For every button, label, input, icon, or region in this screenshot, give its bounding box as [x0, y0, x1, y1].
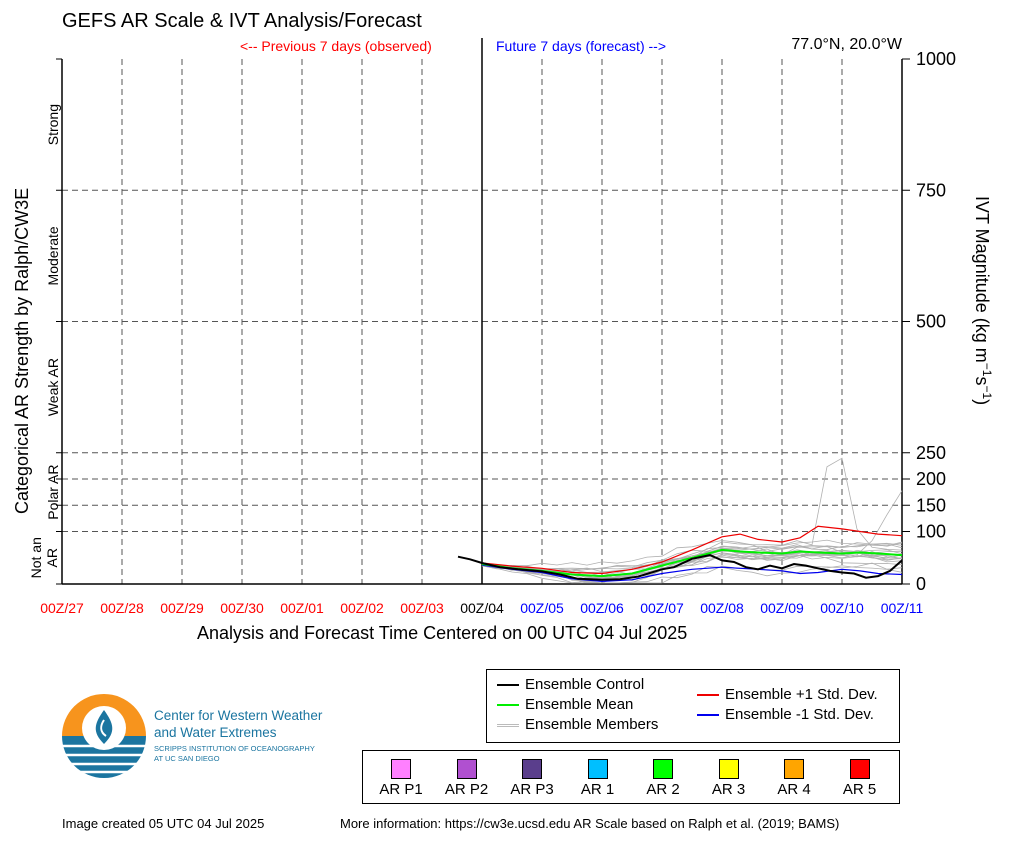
legend-plus: Ensemble +1 Std. Dev. — [697, 686, 878, 703]
legend-mean: Ensemble Mean — [497, 696, 633, 713]
x-tick-label: 00Z/11 — [881, 600, 924, 616]
ar-swatch — [456, 759, 477, 779]
x-tick-label: 00Z/01 — [280, 600, 324, 616]
ar-scale-item: AR P2 — [437, 759, 497, 798]
ivt-chart: 00Z/27 00Z/28 00Z/29 00Z/30 00Z/01 00Z/02 00Z/… — [12, 38, 994, 616]
x-tick-label: 00Z/27 — [40, 600, 84, 616]
ar-scale-legend: AR P1 AR P2 AR P3 AR 1 AR 2 AR 3 AR 4 AR 5 — [362, 750, 900, 804]
y-axis-label: IVT Magnitude (kg m−1s−1) — [972, 196, 994, 405]
ar-scale-label: AR P3 — [510, 781, 554, 798]
ar-scale-item: AR P3 — [502, 759, 562, 798]
y-tick-label: 100 — [916, 522, 946, 542]
ar-swatch — [718, 759, 739, 779]
ar-swatch — [784, 759, 804, 779]
more-info: More information: https://cw3e.ucsd.edu … — [340, 816, 840, 831]
chart-title: GEFS AR Scale & IVT Analysis/Forecast — [62, 10, 422, 32]
x-tick-label: 00Z/06 — [580, 600, 624, 616]
x-tick-label: 00Z/10 — [820, 600, 864, 616]
ar-scale-label: AR 4 — [777, 781, 811, 798]
x-tick-label: 00Z/02 — [340, 600, 384, 616]
category-label: Not an — [28, 537, 44, 578]
y-tick-label: 250 — [916, 443, 946, 463]
x-tick-label: 00Z/08 — [700, 600, 744, 616]
x-tick-label: 00Z/04 — [460, 600, 504, 616]
legend-members: Ensemble Members — [497, 716, 658, 733]
cw3e-logo-mark: Center for Western Weather and Water Ext… — [62, 694, 323, 780]
x-tick-label: 00Z/05 — [520, 600, 564, 616]
left-axis-label: Categorical AR Strength by Ralph/CW3E — [12, 188, 32, 514]
series-legend: Ensemble Control Ensemble Mean Ensemble … — [486, 669, 900, 743]
legend-plus-label: Ensemble +1 Std. Dev. — [725, 686, 878, 703]
location-coords: 77.0°N, 20.0°W — [791, 36, 902, 53]
ar-scale-item: AR 3 — [699, 759, 759, 798]
ar-scale-item: AR 4 — [764, 759, 824, 798]
minus-stddev-line — [481, 564, 903, 583]
logo-line1: Center for Western Weather — [154, 708, 323, 723]
x-tick-label: 00Z/07 — [640, 600, 684, 616]
ar-scale-label: AR P2 — [444, 781, 489, 798]
ar-swatch — [653, 759, 673, 779]
x-tick-label: 00Z/29 — [160, 600, 204, 616]
ar-scale-label: AR 5 — [842, 781, 877, 798]
image-created: Image created 05 UTC 04 Jul 2025 — [62, 816, 265, 831]
ensemble-mean-line — [481, 548, 903, 578]
legend-control-line — [497, 684, 519, 687]
plus-stddev-line — [481, 525, 903, 575]
category-label: Strong — [45, 104, 61, 145]
x-tick-label: 00Z/03 — [400, 600, 444, 616]
ensemble-member-line — [481, 541, 903, 570]
legend-control-label: Ensemble Control — [525, 676, 645, 693]
ensemble-member-line — [481, 562, 903, 584]
legend-plus-line — [697, 694, 719, 697]
legend-mean-label: Ensemble Mean — [525, 696, 634, 713]
ar-scale-item: AR 1 — [568, 759, 628, 798]
y-tick-label: 1000 — [916, 49, 956, 69]
ar-swatch — [522, 759, 542, 779]
ar-swatch — [391, 759, 411, 779]
ensemble-control-line — [457, 554, 903, 581]
logo-line3: SCRIPPS INSTITUTION OF OCEANOGRAPHY — [154, 744, 315, 753]
ar-swatch — [849, 759, 870, 779]
legend-members-line — [497, 723, 519, 727]
cw3e-logo: Center for Western Weather and Water Ext… — [60, 692, 360, 780]
logo-line2: and Water Extremes — [154, 725, 277, 740]
ar-scale-label: AR 3 — [711, 781, 746, 798]
y-tick-label: 150 — [916, 495, 946, 515]
x-tick-label: 00Z/09 — [760, 600, 804, 616]
category-label: Moderate — [45, 226, 61, 285]
legend-minus-line — [697, 714, 719, 717]
y-tick-label: 750 — [916, 180, 946, 200]
y-tick-label: 500 — [916, 312, 946, 332]
legend-mean-line — [497, 704, 519, 707]
legend-minus: Ensemble -1 Std. Dev. — [697, 706, 874, 723]
future-days-label: Future 7 days (forecast) --> — [496, 38, 667, 54]
y-tick-label: 200 — [916, 469, 946, 489]
ensemble-member-line — [481, 457, 903, 568]
ar-scale-item: AR P1 — [371, 759, 431, 798]
legend-minus-label: Ensemble -1 Std. Dev. — [725, 706, 874, 723]
y-tick-label: 0 — [916, 574, 926, 594]
ar-scale-label: AR P1 — [379, 781, 423, 798]
category-label: Weak AR — [45, 358, 61, 416]
x-tick-label: 00Z/28 — [100, 600, 144, 616]
previous-days-label: <-- Previous 7 days (observed) — [240, 38, 432, 54]
ar-scale-item: AR 5 — [830, 759, 890, 798]
legend-control: Ensemble Control — [497, 676, 644, 693]
legend-members-label: Ensemble Members — [525, 716, 659, 733]
category-label: Polar AR — [45, 465, 61, 520]
ar-scale-label: AR 2 — [646, 781, 680, 798]
ar-scale-label: AR 1 — [580, 781, 615, 798]
ensemble-members — [481, 457, 903, 584]
logo-line4: AT UC SAN DIEGO — [154, 754, 220, 763]
category-label: AR — [44, 548, 60, 567]
ar-swatch — [587, 759, 608, 779]
ar-scale-item: AR 2 — [633, 759, 693, 798]
x-tick-label: 00Z/30 — [220, 600, 264, 616]
x-axis-label: Analysis and Forecast Time Centered on 0… — [197, 623, 688, 643]
